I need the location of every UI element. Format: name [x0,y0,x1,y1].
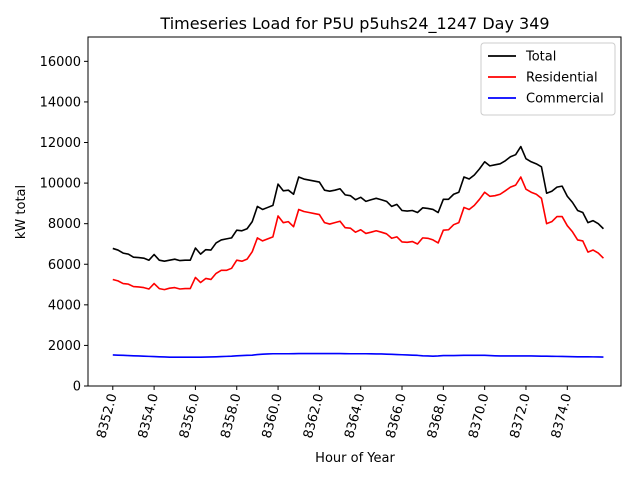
x-tick-label: 8372.0 [508,392,534,440]
x-axis-label: Hour of Year [315,451,395,466]
x-tick-label: 8374.0 [549,392,575,440]
chart-title: Timeseries Load for P5U p5uhs24_1247 Day… [159,14,549,34]
x-tick-label: 8360.0 [260,392,286,440]
x-tick-label: 8352.0 [94,392,120,440]
y-tick-label: 12000 [40,136,81,151]
x-axis-ticks: 8352.0 8354.0 8356.0 8358.0 8360.0 8362.0 8364… [94,386,575,440]
x-tick-label: 8358.0 [218,392,244,440]
series-line-total [112,145,605,263]
series-line-commercial [112,352,604,358]
y-tick-label: 14000 [40,95,81,110]
y-axis-label: kW total [14,185,29,239]
y-tick-label: 16000 [40,55,81,70]
legend-box [480,42,616,116]
y-tick-label: 0 [73,380,81,395]
y-axis-ticks: 0 2000 4000 6000 8000 10000 12000 14000 16000 [40,55,88,395]
x-tick-label: 8366.0 [384,392,410,440]
plot-area-frame [87,36,622,387]
y-tick-label: 10000 [40,177,81,192]
x-tick-label: 8368.0 [425,392,451,440]
x-tick-label: 8370.0 [466,392,492,440]
legend-entry-total: Total [525,50,556,65]
legend: Total Residential Commercial [480,42,616,116]
legend-entry-residential: Residential [526,71,598,86]
x-tick-label: 8364.0 [342,392,368,440]
series-lines [112,145,605,358]
y-tick-label: 8000 [48,217,81,232]
y-tick-label: 2000 [48,339,81,354]
legend-entry-commercial: Commercial [526,92,604,107]
y-tick-label: 6000 [48,258,81,273]
x-tick-label: 8356.0 [177,392,203,440]
x-tick-label: 8354.0 [136,392,162,440]
x-tick-label: 8362.0 [301,392,327,440]
y-tick-label: 4000 [48,298,81,313]
series-line-residential [112,176,605,291]
